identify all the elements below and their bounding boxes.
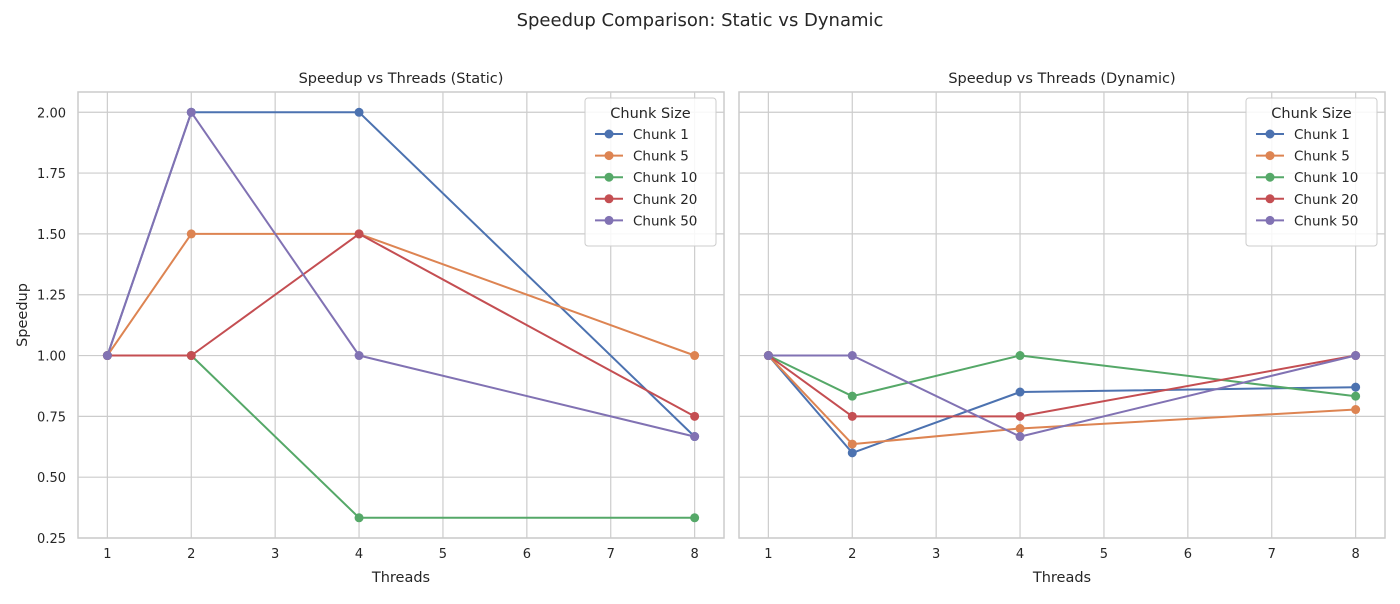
legend-swatch-marker xyxy=(604,129,614,139)
legend: Chunk Size Chunk 1 Chunk 5 Chunk 10 Chunk 20… xyxy=(584,97,717,247)
series-line-chunk-10 xyxy=(767,354,1356,398)
series-line-chunk-20 xyxy=(107,232,696,418)
legend-label: Chunk 20 xyxy=(633,192,697,208)
legend-swatch-marker xyxy=(604,194,614,204)
x-axis-label: Threads xyxy=(1032,570,1091,586)
legend-swatch-marker xyxy=(604,151,614,161)
legend-swatch-marker xyxy=(1265,215,1275,225)
chart-title: Speedup vs Threads (Static) xyxy=(299,71,504,87)
legend-label: Chunk 50 xyxy=(1294,213,1358,229)
legend-label: Chunk 10 xyxy=(1294,170,1358,186)
y-tick-label: 2.00 xyxy=(37,106,66,121)
figure-title: Speedup Comparison: Static vs Dynamic xyxy=(517,10,884,31)
y-tick-label: 1.50 xyxy=(37,228,66,243)
series-line-chunk-50 xyxy=(768,354,1356,438)
x-tick-label: 8 xyxy=(1351,547,1359,562)
legend-label: Chunk 1 xyxy=(1294,127,1350,143)
legend-label: Chunk 10 xyxy=(633,170,697,186)
x-tick-label: 1 xyxy=(764,547,772,562)
y-axis-label: Speedup xyxy=(15,283,31,347)
y-tick-label: 0.75 xyxy=(37,410,66,425)
x-tick-label: 3 xyxy=(932,547,940,562)
series-line-chunk-20 xyxy=(767,354,1356,418)
y-tick-label: 0.50 xyxy=(37,471,66,486)
data-point xyxy=(1015,424,1025,434)
x-tick-label: 7 xyxy=(607,547,615,562)
x-tick-label: 8 xyxy=(690,547,698,562)
x-tick-label: 2 xyxy=(187,547,195,562)
x-tick-label: 5 xyxy=(1100,547,1108,562)
x-tick-label: 4 xyxy=(355,547,363,562)
x-axis-label: Threads xyxy=(371,570,430,586)
x-tick-label: 4 xyxy=(1016,547,1024,562)
legend-swatch-marker xyxy=(1265,129,1275,139)
data-point xyxy=(354,229,364,239)
series-line-chunk-5 xyxy=(767,354,1356,446)
data-point xyxy=(354,351,364,361)
series-line-chunk-1 xyxy=(767,354,1356,454)
y-tick-label: 0.25 xyxy=(37,532,66,547)
data-point xyxy=(847,351,857,361)
data-point xyxy=(690,513,700,523)
data-point xyxy=(186,107,196,117)
legend-label: Chunk 1 xyxy=(633,127,689,143)
y-tick-label: 1.75 xyxy=(37,167,66,182)
data-point xyxy=(1351,351,1361,361)
legend-label: Chunk 5 xyxy=(1294,149,1350,165)
data-point xyxy=(1351,391,1361,401)
data-point xyxy=(847,439,857,449)
x-tick-label: 2 xyxy=(848,547,856,562)
data-point xyxy=(354,513,364,523)
data-point xyxy=(1351,405,1361,415)
legend-label: Chunk 20 xyxy=(1294,192,1358,208)
x-tick-label: 1 xyxy=(103,547,111,562)
legend-label: Chunk 50 xyxy=(633,213,697,229)
data-point xyxy=(690,432,700,442)
legend-swatch-marker xyxy=(1265,194,1275,204)
legend-swatch-marker xyxy=(1265,151,1275,161)
data-point xyxy=(186,229,196,239)
data-point xyxy=(690,411,700,421)
y-tick-label: 1.25 xyxy=(37,289,66,304)
legend-swatch-marker xyxy=(604,172,614,182)
data-point xyxy=(102,351,112,361)
x-tick-label: 3 xyxy=(271,547,279,562)
legend: Chunk Size Chunk 1 Chunk 5 Chunk 10 Chunk 20… xyxy=(1245,97,1378,247)
x-tick-label: 5 xyxy=(439,547,447,562)
x-tick-label: 6 xyxy=(523,547,531,562)
data-point xyxy=(1351,382,1361,392)
data-point xyxy=(847,411,857,421)
data-point xyxy=(763,351,773,361)
legend-title: Chunk Size xyxy=(1271,106,1352,122)
chart-panel-2: 1 2 3 4 5 6 7 8 Speedup vs Threads (Dynamic) Thre… xyxy=(738,71,1386,586)
x-tick-label: 6 xyxy=(1184,547,1192,562)
data-point xyxy=(1015,432,1025,442)
chart-panel-1: 1 2 3 4 5 6 7 8 0.25 0.50 0.75 1.00 1.25 1.50 1.75 2.00… xyxy=(15,71,725,586)
axes-frame xyxy=(77,91,725,539)
data-point xyxy=(186,351,196,361)
data-point xyxy=(1015,387,1025,397)
legend-title: Chunk Size xyxy=(610,106,691,122)
series-line-chunk-50 xyxy=(106,111,695,438)
data-point xyxy=(1015,351,1025,361)
data-point xyxy=(847,391,857,401)
data-point xyxy=(1015,411,1025,421)
data-point xyxy=(354,107,364,117)
data-point xyxy=(690,351,700,361)
data-point xyxy=(847,448,857,458)
y-tick-label: 1.00 xyxy=(37,350,66,365)
legend-label: Chunk 5 xyxy=(633,149,689,165)
chart-title: Speedup vs Threads (Dynamic) xyxy=(948,71,1175,87)
legend-swatch-marker xyxy=(1265,172,1275,182)
x-tick-label: 7 xyxy=(1268,547,1276,562)
legend-swatch-marker xyxy=(604,215,614,225)
axes-frame xyxy=(738,91,1386,539)
